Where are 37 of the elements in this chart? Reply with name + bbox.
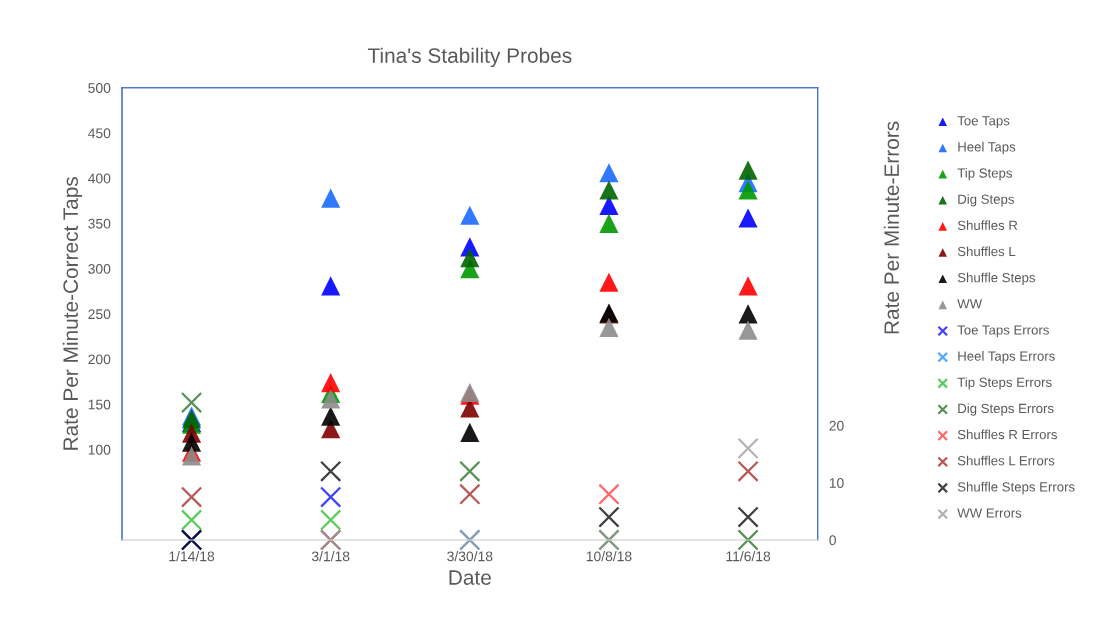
y-axis-title: Rate Per Minute-Correct Taps: [62, 177, 83, 450]
y-tick-label: 150: [88, 399, 111, 410]
legend-label: Toe Taps Errors: [957, 325, 1049, 338]
y2-axis-title: Rate Per Minute-Errors: [883, 121, 900, 334]
legend-label: WW Errors: [957, 508, 1022, 518]
x-tick-label: 1/14/18: [169, 551, 215, 562]
legend-label: Dig Steps: [958, 194, 1014, 207]
legend-label: Shuffles L Errors: [957, 455, 1055, 466]
legend-label: Tip Steps Errors: [957, 377, 1052, 390]
y2-tick-label: 20: [829, 420, 844, 431]
legend-label: Heel Taps: [958, 141, 1016, 155]
y-tick-label: 350: [88, 218, 111, 229]
x-tick-label: 10/8/18: [586, 551, 632, 562]
legend-label: Shuffle Steps: [957, 272, 1036, 285]
x-tick-label: 3/1/18: [311, 551, 350, 562]
chart-title: Tina's Stability Probes: [367, 47, 572, 68]
y-tick-label: 300: [88, 263, 111, 274]
y2-tick-label: 10: [829, 478, 844, 488]
y-tick-label: 200: [88, 354, 111, 365]
y-tick-label: 400: [88, 173, 111, 184]
x-tick-label: 3/30/18: [447, 551, 493, 562]
legend-label: Shuffle Steps Errors: [957, 481, 1075, 495]
y-tick-label: 250: [88, 309, 111, 320]
x-tick-label: 11/6/18: [726, 551, 771, 562]
legend-label: Heel Taps Errors: [958, 351, 1055, 364]
legend-label: Shuffles R: [957, 220, 1018, 230]
y-tick-label: 100: [88, 444, 111, 455]
y-tick-label: 450: [88, 128, 111, 139]
y2-tick-label: 0: [829, 535, 836, 546]
x-axis-title: Date: [449, 570, 491, 585]
legend-label: Tip Steps: [957, 168, 1013, 181]
y-tick-label: 500: [88, 83, 111, 93]
legend-label: Dig Steps Errors: [958, 403, 1054, 416]
legend-label: Shuffles L: [957, 246, 1016, 257]
legend-label: Toe Taps: [957, 116, 1010, 128]
legend-label: WW: [957, 299, 983, 309]
legend-label: Shuffles R Errors: [957, 429, 1057, 440]
